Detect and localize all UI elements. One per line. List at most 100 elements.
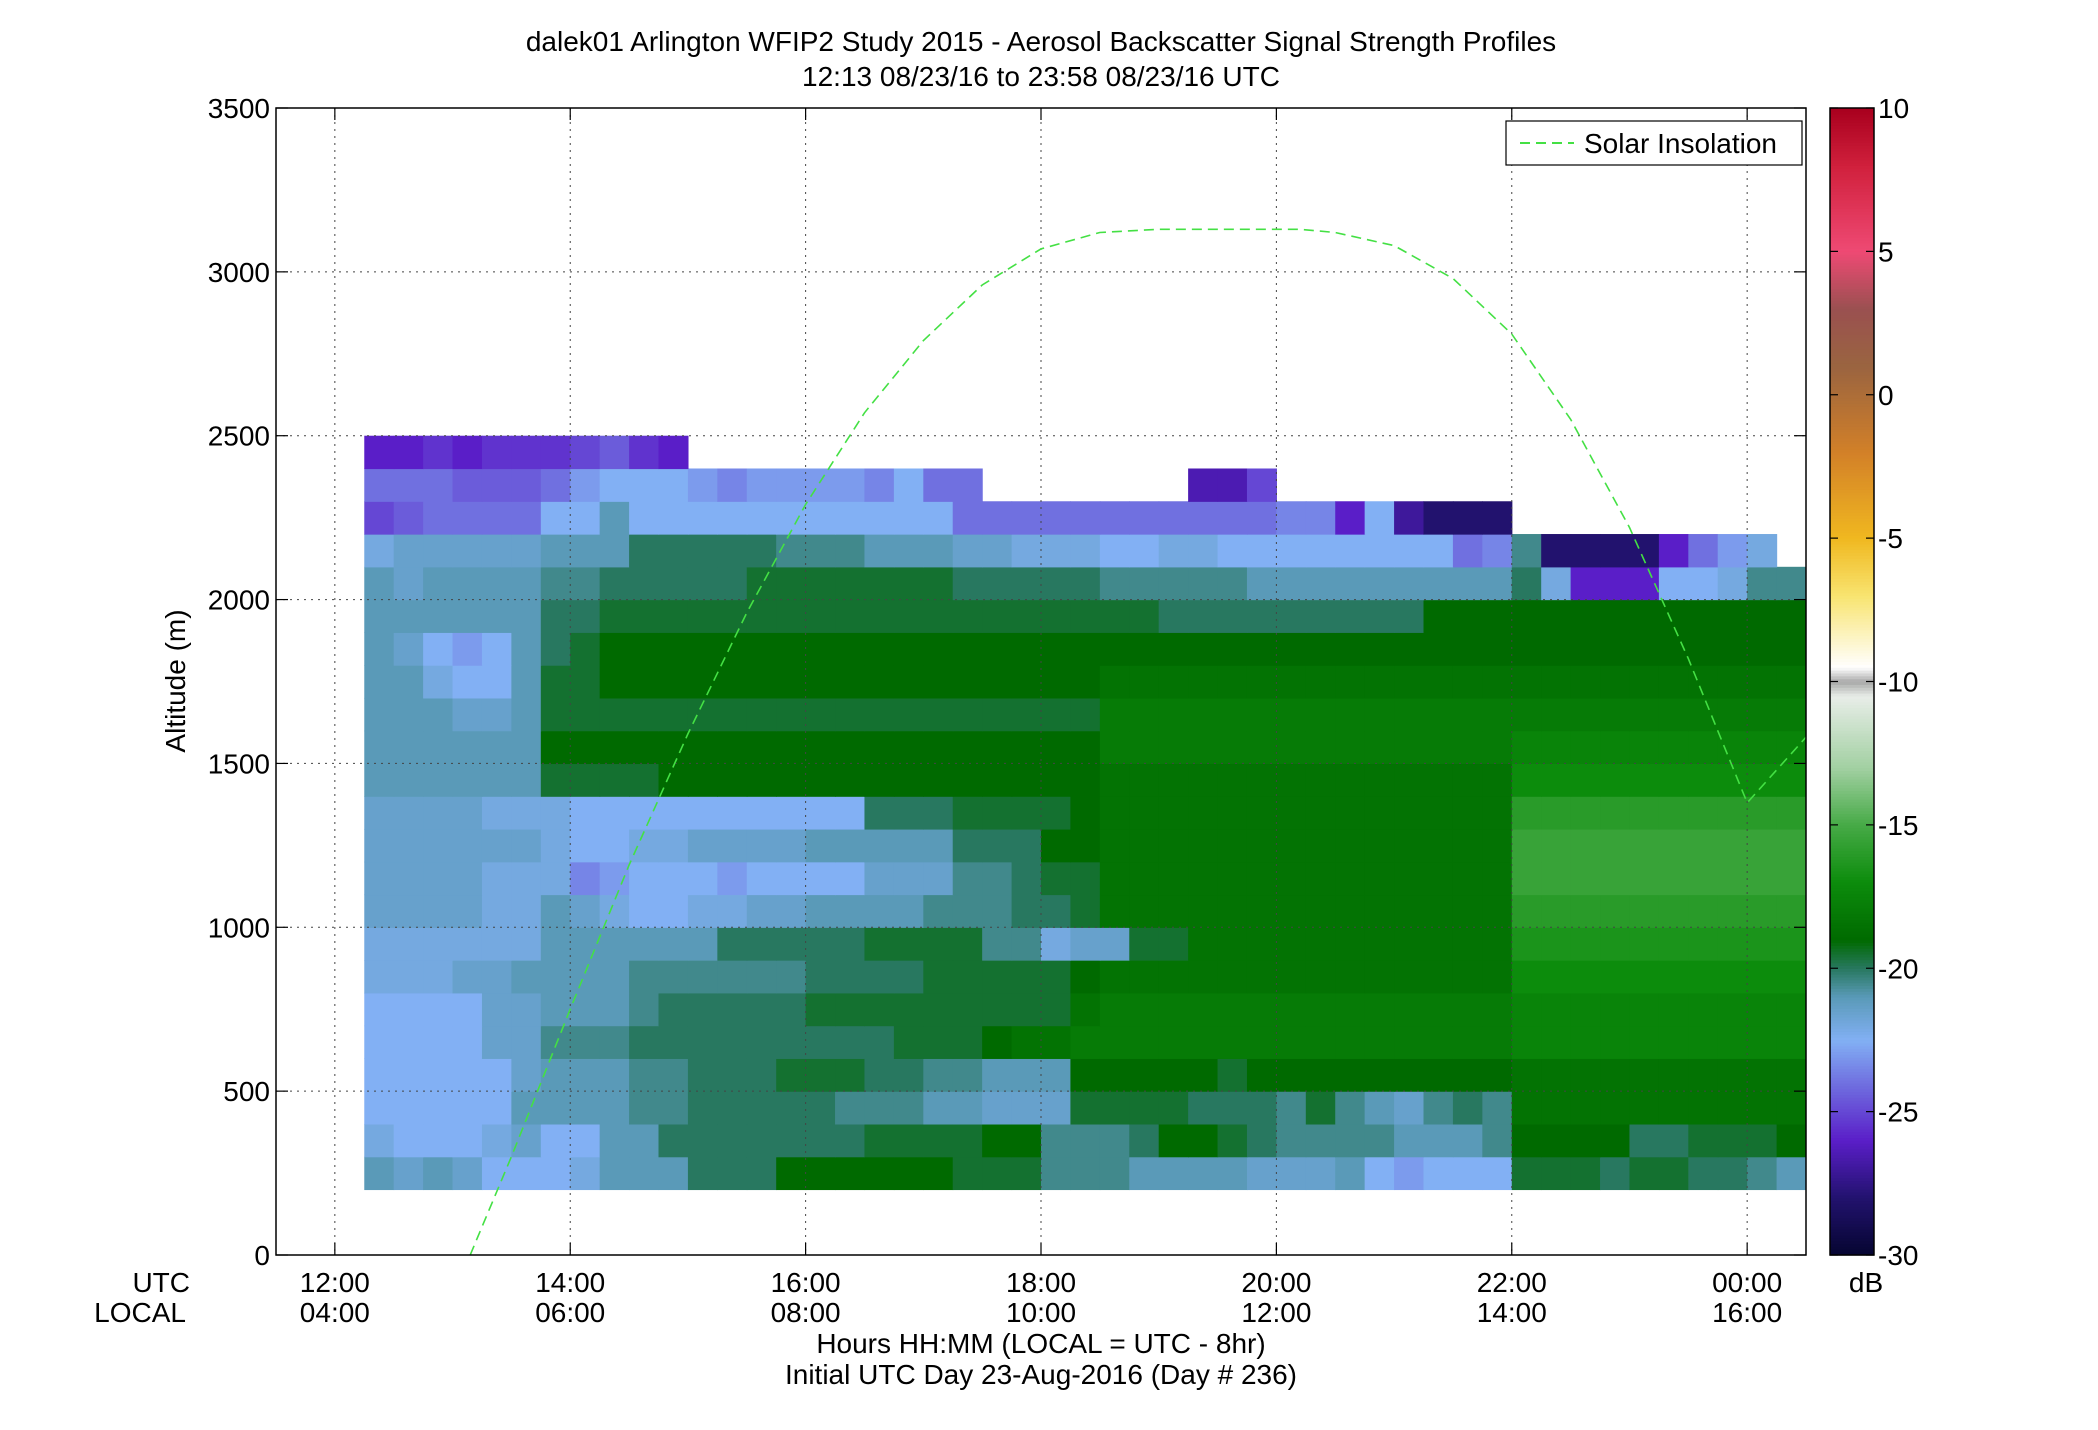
heatmap-cell <box>1276 960 1307 994</box>
heatmap-cell <box>658 1123 689 1158</box>
heatmap-cell <box>658 1058 689 1092</box>
heatmap-cell <box>1246 501 1277 535</box>
heatmap-cell <box>835 992 866 1027</box>
colorbar-segment <box>1830 173 1874 178</box>
colorbar-segment <box>1830 879 1874 883</box>
heatmap-cell <box>835 468 866 502</box>
heatmap-cell <box>1658 992 1689 1027</box>
heatmap-cell <box>1276 861 1307 896</box>
colorbar-segment <box>1830 919 1874 923</box>
heatmap-cell <box>599 468 630 502</box>
heatmap-cell <box>1364 763 1395 797</box>
heatmap-cell <box>364 960 395 994</box>
heatmap-cell <box>1658 1058 1689 1092</box>
heatmap-cell <box>776 992 807 1027</box>
heatmap-cell <box>776 468 807 502</box>
heatmap-cell <box>746 992 777 1027</box>
colorbar-segment <box>1830 214 1874 218</box>
colorbar-segment <box>1830 962 1874 966</box>
heatmap-cell <box>1217 697 1248 732</box>
heatmap-cell <box>364 435 395 470</box>
heatmap-cell <box>658 730 689 765</box>
heatmap-cell <box>746 1058 777 1092</box>
heatmap-cell <box>1394 861 1425 896</box>
heatmap-cell <box>835 730 866 765</box>
heatmap-cell <box>835 1091 866 1125</box>
heatmap-cell <box>1747 1123 1778 1158</box>
colorbar-segment <box>1830 1232 1874 1236</box>
heatmap-cell <box>540 1123 571 1158</box>
heatmap-cell <box>452 960 483 994</box>
heatmap-cell <box>1188 665 1219 699</box>
heatmap-cell <box>1600 599 1631 633</box>
heatmap-cell <box>1276 1025 1307 1059</box>
colorbar-segment <box>1830 916 1874 921</box>
colorbar-segment <box>1830 437 1874 442</box>
colorbar-segment <box>1830 194 1874 198</box>
heatmap-cell <box>835 566 866 601</box>
heatmap-cell <box>923 501 954 535</box>
heatmap-cell <box>717 861 748 896</box>
heatmap-cell <box>1394 566 1425 601</box>
colorbar-segment <box>1830 690 1874 694</box>
heatmap-cell <box>1276 501 1307 535</box>
heatmap-cell <box>1041 1123 1072 1158</box>
heatmap-cell <box>1188 468 1219 502</box>
colorbar-segment <box>1830 1197 1874 1202</box>
heatmap-cell <box>1070 1091 1101 1125</box>
heatmap-cell <box>511 1058 542 1092</box>
colorbar-segment <box>1830 819 1874 823</box>
colorbar-segment <box>1830 925 1874 929</box>
colorbar-segment <box>1830 595 1874 599</box>
heatmap-cell <box>599 501 630 535</box>
colorbar-segment <box>1830 586 1874 591</box>
heatmap-cell <box>982 665 1013 699</box>
colorbar-segment <box>1830 1246 1874 1250</box>
colorbar-segment <box>1830 368 1874 373</box>
heatmap-cell <box>717 1123 748 1158</box>
colorbar-segment <box>1830 664 1874 668</box>
colorbar-segment <box>1830 1019 1874 1024</box>
heatmap-cell <box>1217 861 1248 896</box>
heatmap-cell <box>893 796 924 830</box>
colorbar-segment <box>1830 882 1874 886</box>
heatmap-cell <box>1305 927 1336 961</box>
colorbar-segment <box>1830 529 1874 533</box>
colorbar-segment <box>1830 1117 1874 1121</box>
heatmap-cell <box>746 960 777 994</box>
heatmap-cell <box>1776 599 1806 633</box>
heatmap-cell <box>1482 534 1513 568</box>
colorbar-segment <box>1830 265 1874 270</box>
heatmap-cell <box>629 1156 660 1191</box>
heatmap-cell <box>481 796 512 830</box>
colorbar-segment <box>1830 758 1874 763</box>
heatmap-cell <box>1394 992 1425 1027</box>
colorbar-segment <box>1830 684 1874 688</box>
colorbar-segment <box>1830 790 1874 794</box>
heatmap-cell <box>511 763 542 797</box>
heatmap-cell <box>923 468 954 502</box>
colorbar-segment <box>1830 561 1874 565</box>
heatmap-cell <box>481 665 512 699</box>
heatmap-cell <box>893 665 924 699</box>
colorbar-segment <box>1830 1163 1874 1167</box>
colorbar-segment <box>1830 409 1874 413</box>
heatmap-cell <box>952 927 983 961</box>
heatmap-cell <box>570 861 601 896</box>
heatmap-cell <box>1600 1058 1631 1092</box>
heatmap-cell <box>1511 1091 1542 1125</box>
heatmap-cell <box>923 1058 954 1092</box>
heatmap-cell <box>1570 763 1601 797</box>
heatmap-cell <box>423 796 454 830</box>
heatmap-cell <box>1364 632 1395 666</box>
colorbar-tick-label: -25 <box>1878 1097 1918 1128</box>
heatmap-cell <box>1776 566 1806 601</box>
heatmap-cell <box>1246 861 1277 896</box>
heatmap-cell <box>452 894 483 928</box>
heatmap-cell <box>1658 1156 1689 1191</box>
heatmap-cell <box>1688 599 1719 633</box>
heatmap-cell <box>511 992 542 1027</box>
heatmap-cell <box>629 468 660 502</box>
heatmap-cell <box>1541 1123 1572 1158</box>
heatmap-cell <box>982 960 1013 994</box>
